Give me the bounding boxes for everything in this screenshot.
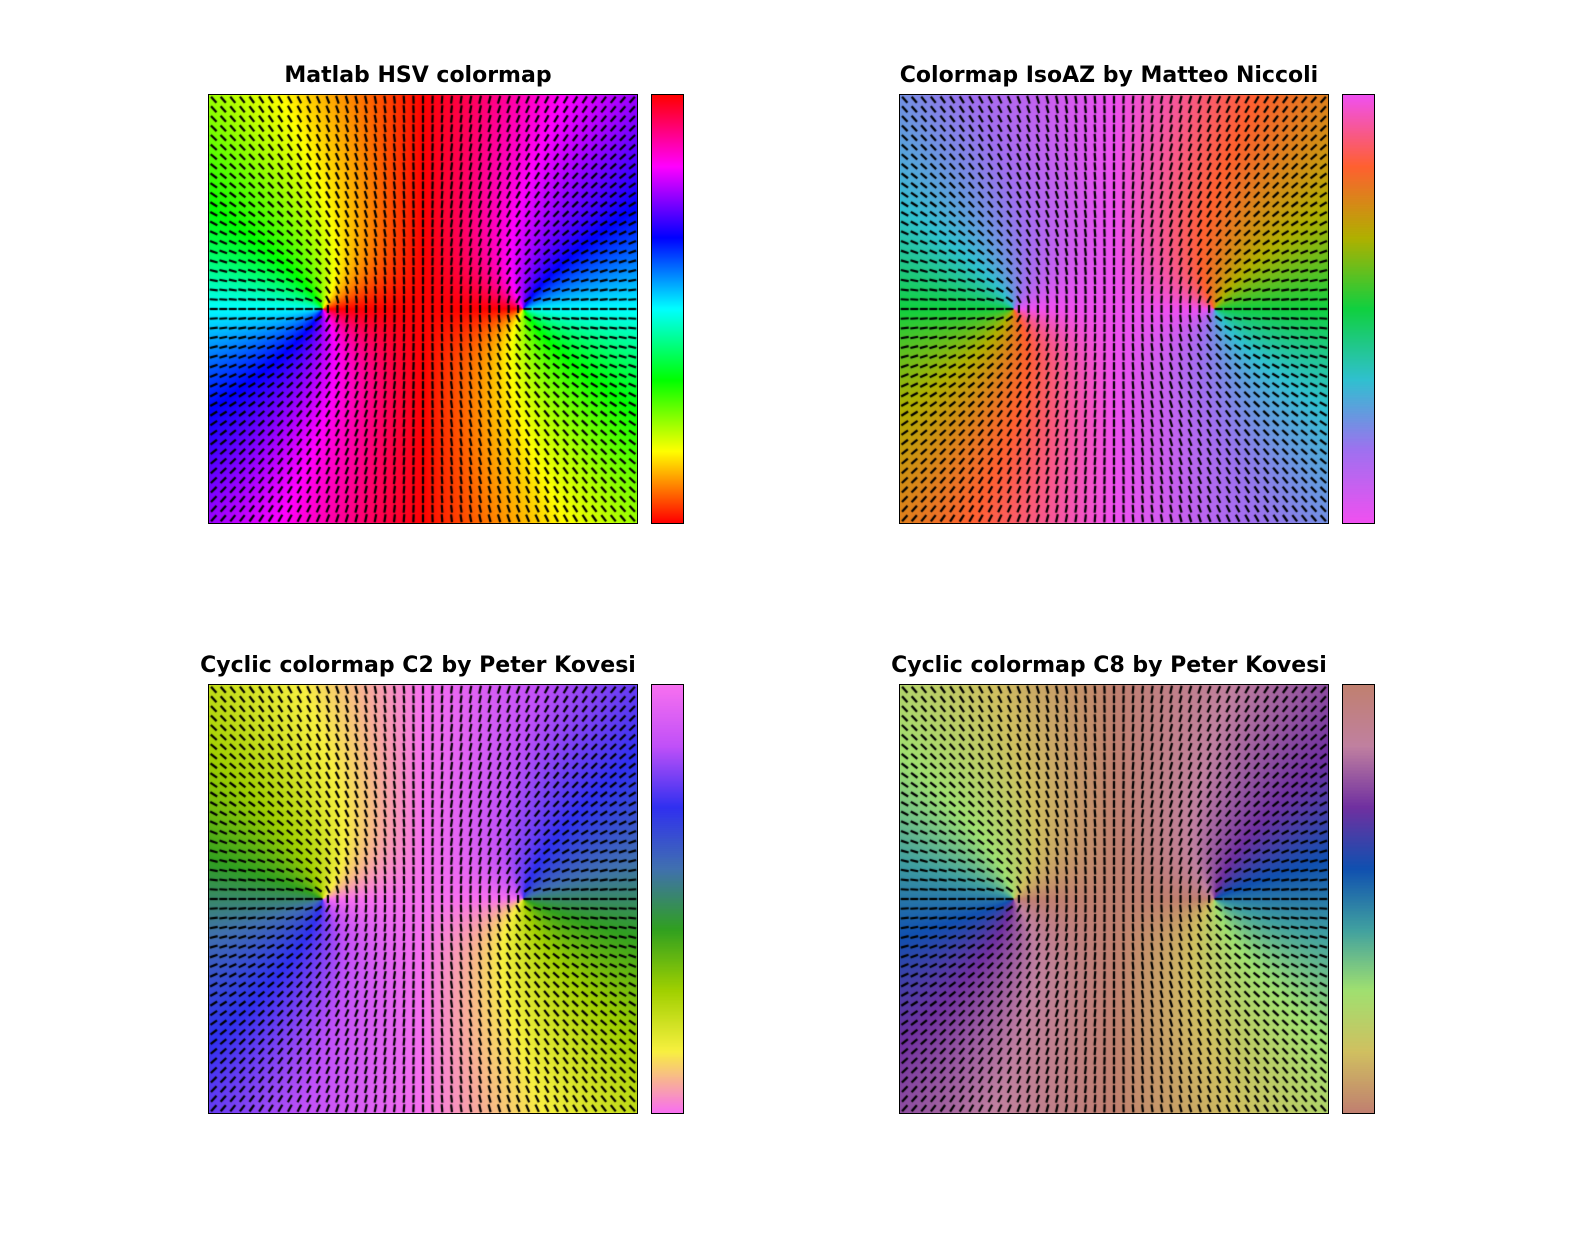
panel-c8: Cyclic colormap C8 by Peter Kovesi bbox=[889, 653, 1409, 1123]
panel-title: Cyclic colormap C8 by Peter Kovesi bbox=[891, 653, 1327, 678]
colorbar bbox=[651, 684, 684, 1114]
orientation-plot bbox=[899, 94, 1329, 524]
colorbar bbox=[1342, 94, 1375, 524]
orientation-field-canvas bbox=[900, 95, 1328, 523]
panel-title: Colormap IsoAZ by Matteo Niccoli bbox=[899, 63, 1319, 88]
orientation-plot bbox=[208, 684, 638, 1114]
panel-title: Cyclic colormap C2 by Peter Kovesi bbox=[200, 653, 636, 678]
colorbar-canvas bbox=[652, 685, 683, 1113]
panel-title: Matlab HSV colormap bbox=[284, 63, 552, 88]
orientation-field-canvas bbox=[900, 685, 1328, 1113]
panel-c2: Cyclic colormap C2 by Peter Kovesi bbox=[198, 653, 718, 1123]
orientation-plot bbox=[208, 94, 638, 524]
panel-isoaz: Colormap IsoAZ by Matteo Niccoli bbox=[889, 63, 1409, 533]
colorbar-canvas bbox=[1343, 685, 1374, 1113]
orientation-plot bbox=[899, 684, 1329, 1114]
orientation-field-canvas bbox=[209, 95, 637, 523]
colorbar-canvas bbox=[1343, 95, 1374, 523]
colorbar bbox=[1342, 684, 1375, 1114]
colorbar bbox=[651, 94, 684, 524]
orientation-field-canvas bbox=[209, 685, 637, 1113]
panel-hsv: Matlab HSV colormap bbox=[198, 63, 718, 533]
colorbar-canvas bbox=[652, 95, 683, 523]
